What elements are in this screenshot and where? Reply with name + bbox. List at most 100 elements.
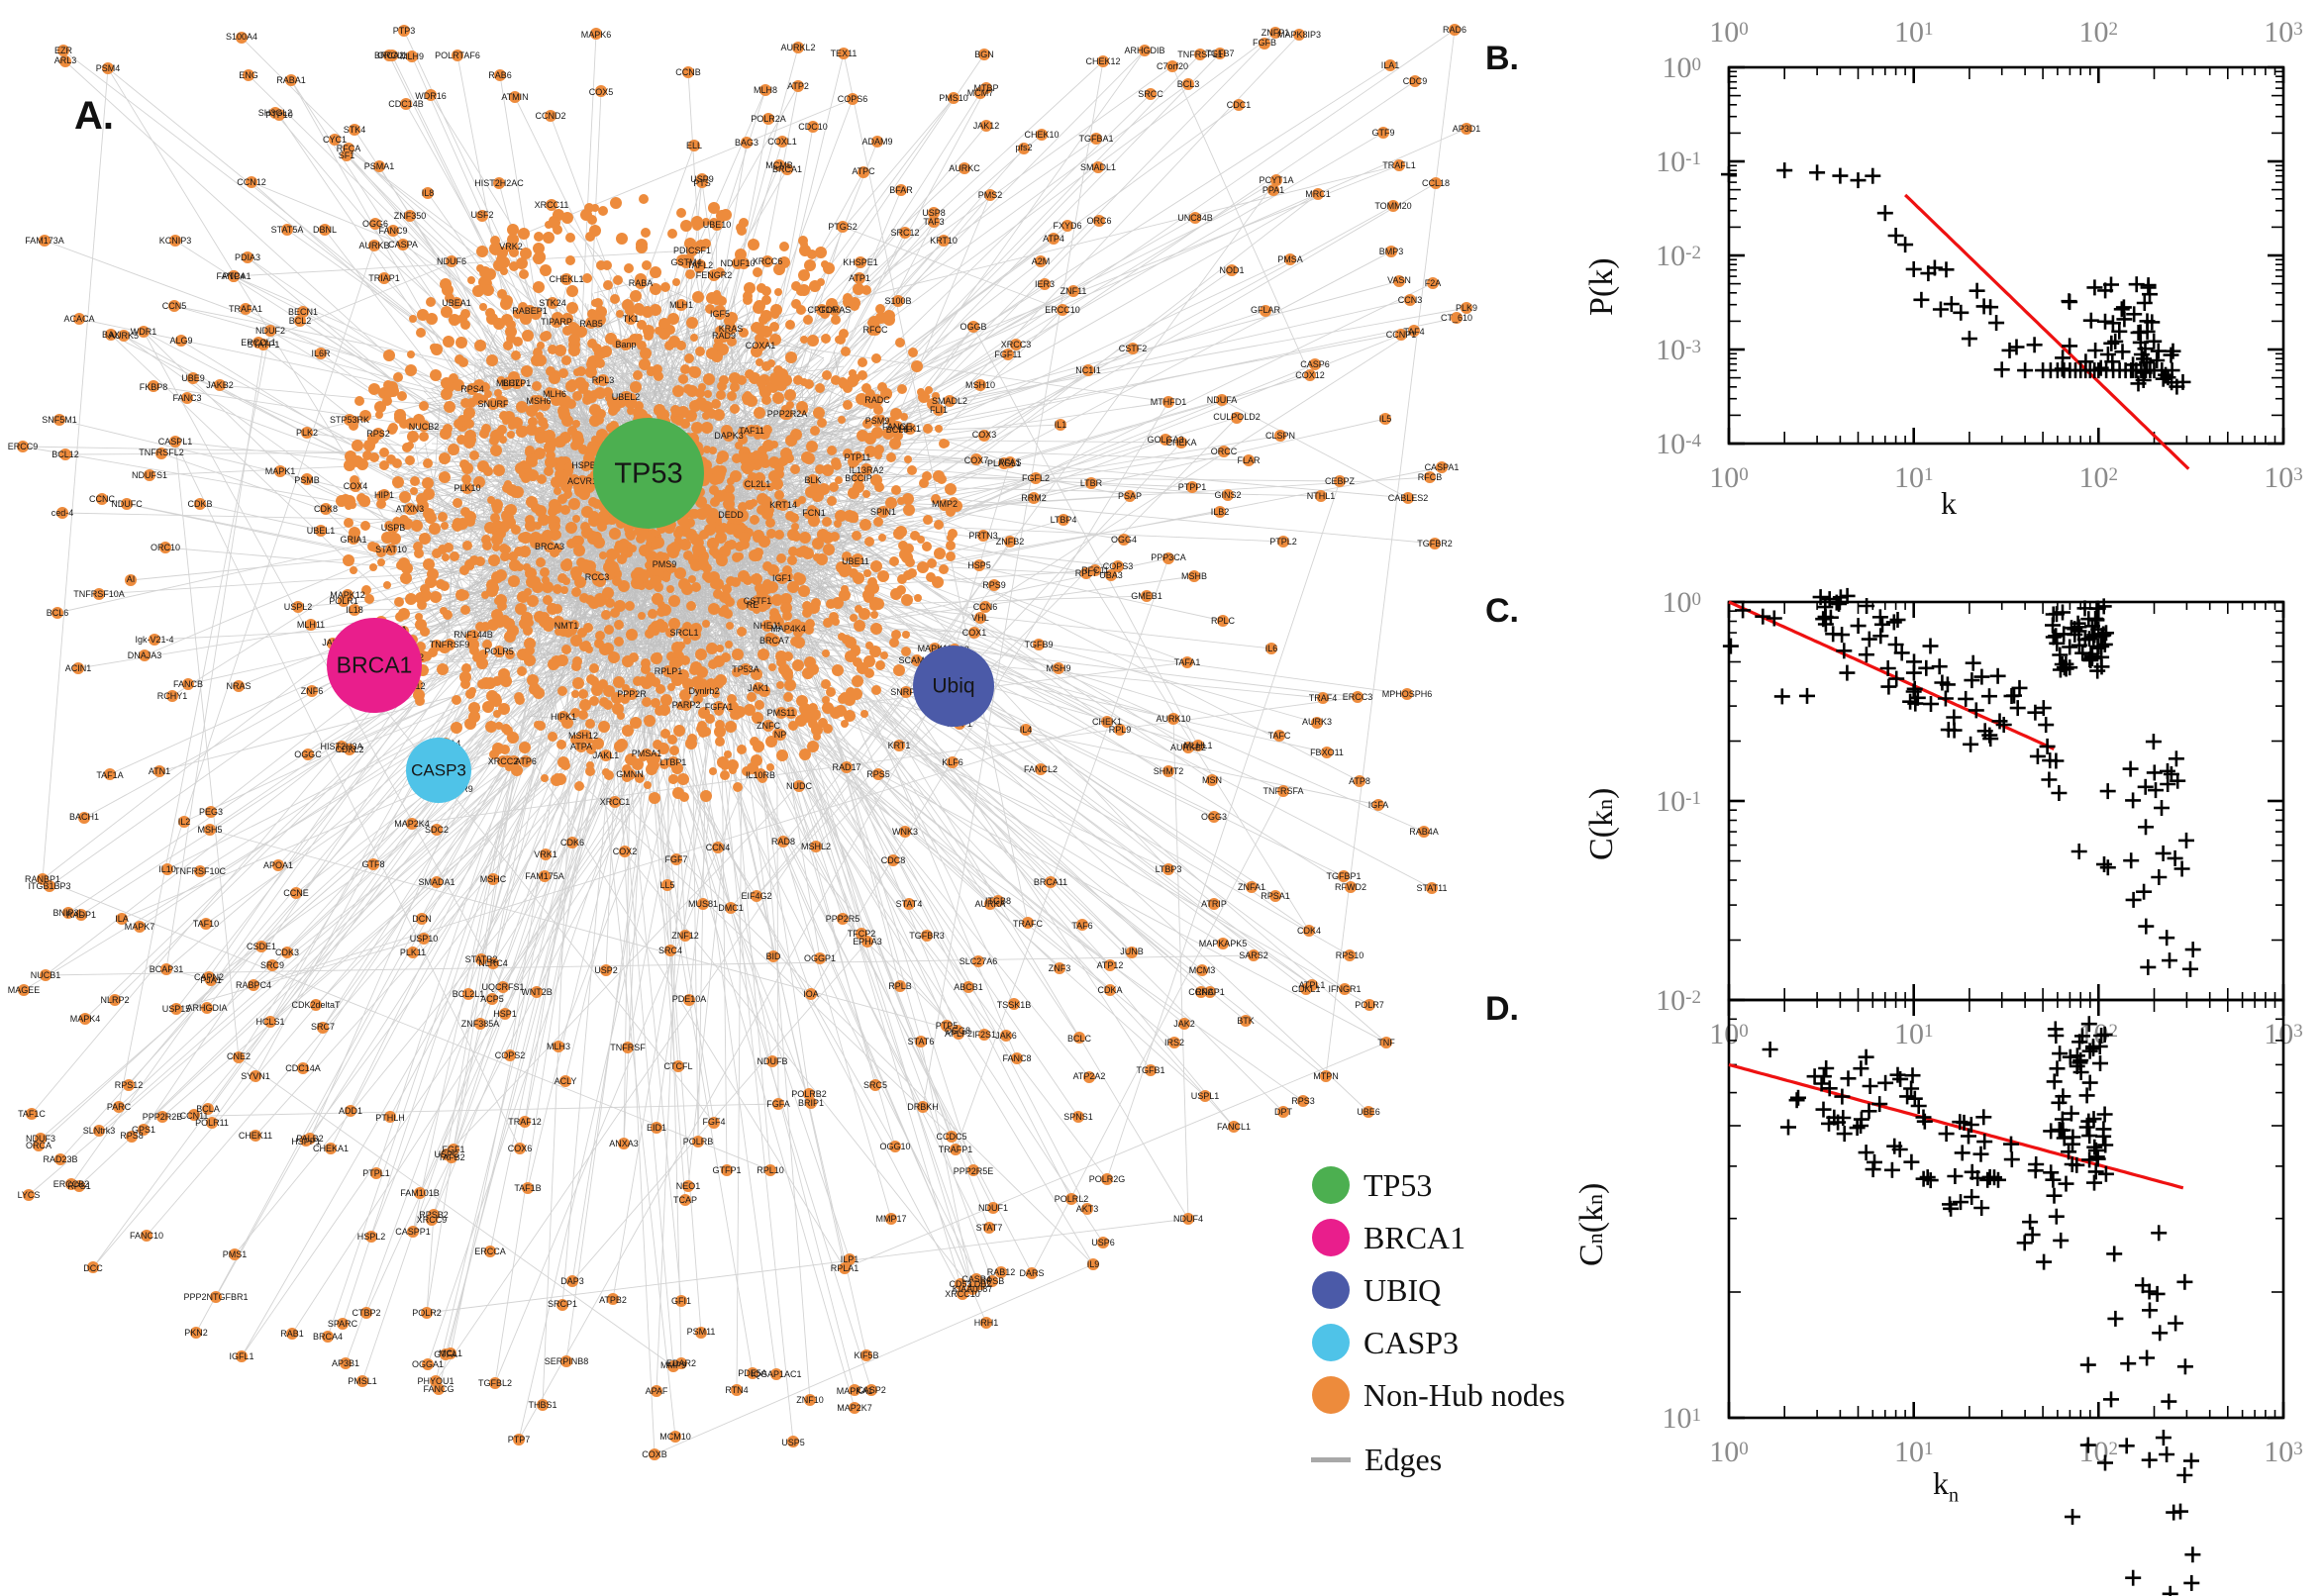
svg-text:LTBP1: LTBP1	[660, 757, 687, 767]
svg-text:ATP4: ATP4	[1043, 234, 1064, 244]
svg-text:CASPA1: CASPA1	[1425, 462, 1460, 472]
svg-text:ORC6: ORC6	[1086, 216, 1111, 226]
svg-text:ZNF11: ZNF11	[1060, 286, 1087, 296]
svg-text:LL5: LL5	[659, 880, 674, 890]
svg-text:PMS11: PMS11	[767, 708, 796, 718]
svg-text:CULPOLD2: CULPOLD2	[1213, 412, 1261, 422]
svg-text:KIF5B: KIF5B	[854, 1350, 878, 1360]
svg-text:RAD6: RAD6	[1443, 25, 1466, 35]
svg-text:IL2: IL2	[178, 817, 191, 827]
svg-text:STAT5A: STAT5A	[271, 225, 304, 235]
svg-text:ZNF385A: ZNF385A	[461, 1019, 500, 1029]
svg-text:DAP3: DAP3	[560, 1276, 584, 1286]
svg-text:CCND2: CCND2	[535, 111, 565, 121]
svg-text:APAF: APAF	[646, 1386, 668, 1396]
svg-text:JAKB2: JAKB2	[206, 380, 234, 390]
svg-text:RPS12: RPS12	[115, 1080, 144, 1090]
svg-text:NP: NP	[774, 730, 787, 740]
svg-text:MAP2K7: MAP2K7	[837, 1403, 872, 1413]
svg-text:DRBKH: DRBKH	[907, 1102, 939, 1112]
svg-text:THBS1: THBS1	[528, 1400, 556, 1410]
svg-text:COX4: COX4	[344, 481, 368, 491]
svg-text:MPHOSPH6: MPHOSPH6	[1382, 689, 1433, 699]
svg-text:NUCB1: NUCB1	[31, 970, 61, 980]
svg-text:SNF5M1: SNF5M1	[42, 415, 77, 425]
svg-text:PPP2R5E: PPP2R5E	[954, 1166, 994, 1176]
svg-text:PLK10: PLK10	[454, 483, 480, 493]
svg-text:ATP6: ATP6	[515, 756, 537, 766]
svg-text:CHEK11: CHEK11	[239, 1131, 272, 1141]
svg-text:ZNF350: ZNF350	[394, 211, 427, 221]
svg-text:MLH11: MLH11	[297, 620, 325, 630]
svg-text:ARL3: ARL3	[54, 55, 77, 65]
svg-text:CASPA: CASPA	[388, 240, 418, 249]
svg-text:OGG6: OGG6	[362, 219, 388, 229]
svg-text:TIPARP: TIPARP	[541, 317, 572, 327]
svg-text:RAB1: RAB1	[280, 1329, 304, 1339]
svg-text:IL4: IL4	[1020, 725, 1033, 735]
svg-text:CLSPN: CLSPN	[1265, 431, 1295, 441]
svg-text:UBE9: UBE9	[181, 373, 205, 383]
svg-text:CPT1A: CPT1A	[807, 305, 836, 315]
svg-text:AKT3: AKT3	[1076, 1204, 1099, 1214]
svg-text:AURK10: AURK10	[1156, 714, 1190, 724]
svg-text:UBE10: UBE10	[703, 220, 732, 230]
svg-text:CASP2: CASP2	[857, 1385, 886, 1395]
svg-text:AURKB: AURKB	[358, 241, 389, 250]
svg-text:KRT1: KRT1	[888, 741, 911, 750]
svg-text:LYCS: LYCS	[18, 1190, 41, 1200]
svg-text:UBEL2: UBEL2	[612, 392, 641, 402]
svg-text:ERCC10: ERCC10	[1045, 305, 1080, 315]
svg-text:JUNB: JUNB	[1120, 947, 1144, 956]
svg-text:PPP2R: PPP2R	[617, 689, 647, 699]
svg-text:CTBP2: CTBP2	[352, 1308, 380, 1318]
svg-text:VASN: VASN	[1387, 275, 1411, 285]
svg-text:COX7: COX7	[964, 455, 989, 465]
svg-text:TAF10: TAF10	[193, 919, 219, 929]
svg-text:FCN1: FCN1	[802, 508, 826, 518]
svg-text:RCC3: RCC3	[585, 572, 610, 582]
svg-text:FLAR: FLAR	[1237, 455, 1261, 465]
svg-text:BCL12: BCL12	[51, 449, 79, 459]
svg-text:RPSA1: RPSA1	[1261, 891, 1290, 901]
svg-text:RRM2: RRM2	[1021, 493, 1047, 503]
svg-text:FGF7: FGF7	[664, 854, 687, 864]
svg-text:VRK1: VRK1	[534, 849, 557, 859]
svg-text:TGFB9: TGFB9	[1024, 640, 1053, 649]
svg-text:CDKL2: CDKL2	[335, 745, 363, 754]
svg-text:TAF3: TAF3	[923, 217, 944, 227]
svg-text:EID1: EID1	[647, 1123, 666, 1133]
svg-text:BRCA7: BRCA7	[759, 636, 789, 646]
svg-text:CDC14A: CDC14A	[285, 1063, 321, 1073]
svg-text:STAT11: STAT11	[1416, 883, 1447, 893]
svg-text:ERCCA: ERCCA	[474, 1247, 506, 1256]
svg-text:FANCB: FANCB	[173, 679, 203, 689]
svg-text:HSP5: HSP5	[967, 560, 991, 570]
svg-text:ANXA3: ANXA3	[609, 1139, 639, 1148]
svg-text:FANC3: FANC3	[172, 393, 201, 403]
svg-text:XRCC6: XRCC6	[753, 256, 783, 266]
svg-text:TRAFP1: TRAFP1	[939, 1145, 973, 1154]
svg-text:ALG9: ALG9	[169, 336, 192, 346]
svg-text:TGFBR2: TGFBR2	[1417, 539, 1453, 549]
svg-text:RAB5: RAB5	[579, 319, 603, 329]
svg-text:ZNF10: ZNF10	[796, 1395, 824, 1405]
svg-text:CTCFL: CTCFL	[664, 1061, 693, 1071]
svg-text:JAK6: JAK6	[995, 1031, 1017, 1041]
svg-text:GTF9: GTF9	[1371, 128, 1394, 138]
svg-text:MLH8: MLH8	[754, 85, 777, 95]
svg-text:NC1I1: NC1I1	[1075, 365, 1101, 375]
svg-text:SPARC: SPARC	[328, 1319, 358, 1329]
svg-text:DAPK3: DAPK3	[714, 431, 744, 441]
svg-text:EZR: EZR	[54, 46, 73, 55]
svg-text:PSAP: PSAP	[1118, 491, 1142, 501]
svg-text:KRT14: KRT14	[769, 500, 797, 510]
svg-text:PMSL1: PMSL1	[348, 1376, 377, 1386]
svg-text:MSHC: MSHC	[480, 874, 507, 884]
svg-text:IL9: IL9	[1087, 1259, 1100, 1269]
svg-text:PSMA1: PSMA1	[364, 161, 395, 171]
svg-text:UBEL1: UBEL1	[307, 526, 336, 536]
svg-text:CHEK10: CHEK10	[1024, 130, 1059, 140]
svg-text:AI: AI	[127, 574, 136, 584]
svg-text:Banp: Banp	[615, 340, 636, 349]
